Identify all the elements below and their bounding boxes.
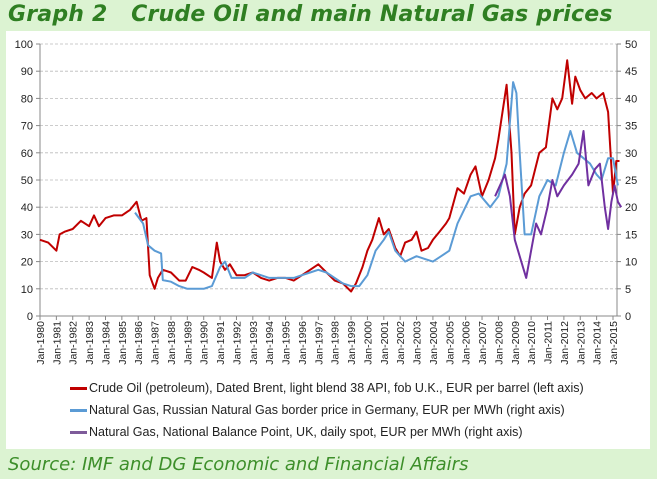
x-tick-label: Jan-1992 xyxy=(231,321,243,365)
x-tick-label: Jan-2006 xyxy=(461,321,473,365)
x-tick-label: Jan-1985 xyxy=(117,321,129,365)
y-tick-label-left: 100 xyxy=(15,39,33,51)
x-tick-label: Jan-2003 xyxy=(412,321,424,365)
legend-swatch xyxy=(70,386,87,390)
chart-title: Graph 2 Crude Oil and main Natural Gas p… xyxy=(8,2,613,27)
x-tick-label: Jan-2010 xyxy=(526,321,538,365)
chart-panel: 0 0 10 5 20 10 30 15 40 20 50 25 60 30 70 35 80 40 90 45 100… xyxy=(6,31,650,449)
x-tick-label: Jan-2005 xyxy=(444,321,456,365)
x-tick-label: Jan-2002 xyxy=(395,321,407,365)
legend-label: Natural Gas, Russian Natural Gas border … xyxy=(89,403,565,417)
y-tick-label-right: 10 xyxy=(625,257,637,269)
legend-label: Crude Oil (petroleum), Dated Brent, ligh… xyxy=(89,381,584,395)
x-tick-label: Jan-2001 xyxy=(379,321,391,365)
x-tick-label: Jan-2012 xyxy=(559,321,571,365)
x-tick-label: Jan-2004 xyxy=(428,321,440,365)
x-tick-label: Jan-2011 xyxy=(543,321,555,364)
x-tick-label: Jan-1995 xyxy=(281,321,293,365)
crude-oil-line xyxy=(39,59,620,293)
x-tick-label: Jan-1987 xyxy=(150,321,162,365)
x-tick-label: Jan-1997 xyxy=(313,321,325,365)
x-tick-label: Jan-1989 xyxy=(182,321,194,365)
x-tick-label: Jan-1994 xyxy=(264,321,276,365)
y-tick-label-left: 50 xyxy=(21,175,33,187)
y-tick-label-left: 40 xyxy=(21,202,33,214)
x-tick-label: Jan-2013 xyxy=(575,321,587,365)
x-tick-label: Jan-1984 xyxy=(100,321,112,365)
legend-label: Natural Gas, National Balance Point, UK,… xyxy=(89,425,523,439)
x-tick-label: Jan-1988 xyxy=(166,321,178,365)
y-tick-label-right: 20 xyxy=(625,202,637,214)
y-tick-label-left: 10 xyxy=(21,284,33,296)
y-tick-label-left: 90 xyxy=(21,66,33,78)
y-tick-label-left: 70 xyxy=(21,121,33,133)
y-tick-label-right: 25 xyxy=(625,175,637,187)
x-tick-label: Jan-1991 xyxy=(215,321,227,365)
legend-item-crude-oil: Crude Oil (petroleum), Dated Brent, ligh… xyxy=(70,381,584,395)
legend-item-nbp-gas: Natural Gas, National Balance Point, UK,… xyxy=(70,425,523,439)
y-tick-label-left: 20 xyxy=(21,257,33,269)
russian-gas-line xyxy=(134,81,619,290)
y-tick-label-right: 35 xyxy=(625,121,637,133)
x-tick-label: Jan-1990 xyxy=(199,321,211,365)
y-tick-label-left: 30 xyxy=(21,229,33,241)
y-tick-label-left: 60 xyxy=(21,148,33,160)
y-tick-label-right: 5 xyxy=(625,284,631,296)
source-note: Source: IMF and DG Economic and Financia… xyxy=(8,454,469,475)
x-tick-label: Jan-1986 xyxy=(133,321,145,365)
legend-swatch xyxy=(70,430,87,434)
x-tick-label: Jan-2000 xyxy=(362,321,374,365)
x-tick-label: Jan-2008 xyxy=(493,321,505,365)
line-chart: 0 0 10 5 20 10 30 15 40 20 50 25 60 30 70 35 80 40 90 45 100… xyxy=(15,39,638,365)
x-tick-label: Jan-1980 xyxy=(35,321,47,365)
x-tick-label: Jan-1996 xyxy=(297,321,309,365)
y-tick-label-left: 80 xyxy=(21,93,33,105)
x-tick-label: Jan-1998 xyxy=(330,321,342,365)
x-tick-label: Jan-2009 xyxy=(510,321,522,365)
x-tick-label: Jan-1999 xyxy=(346,321,358,365)
nbp-gas-line xyxy=(494,130,623,279)
y-tick-label-right: 50 xyxy=(625,39,637,51)
y-tick-label-right: 15 xyxy=(625,229,637,241)
legend-item-russian-gas: Natural Gas, Russian Natural Gas border … xyxy=(70,403,565,417)
x-tick-label: Jan-1982 xyxy=(68,321,80,365)
y-tick-label-right: 45 xyxy=(625,66,637,78)
x-tick-label: Jan-2015 xyxy=(608,321,620,365)
x-tick-label: Jan-1981 xyxy=(51,321,63,365)
x-tick-label: Jan-1993 xyxy=(248,321,260,365)
legend-swatch xyxy=(70,408,87,412)
y-tick-label-right: 30 xyxy=(625,148,637,160)
y-tick-label-right: 0 xyxy=(625,311,631,323)
x-tick-label: Jan-2014 xyxy=(592,321,604,365)
x-tick-label: Jan-1983 xyxy=(84,321,96,365)
y-tick-label-left: 0 xyxy=(27,311,33,323)
x-tick-label: Jan-2007 xyxy=(477,321,489,365)
y-tick-label-right: 40 xyxy=(625,93,637,105)
